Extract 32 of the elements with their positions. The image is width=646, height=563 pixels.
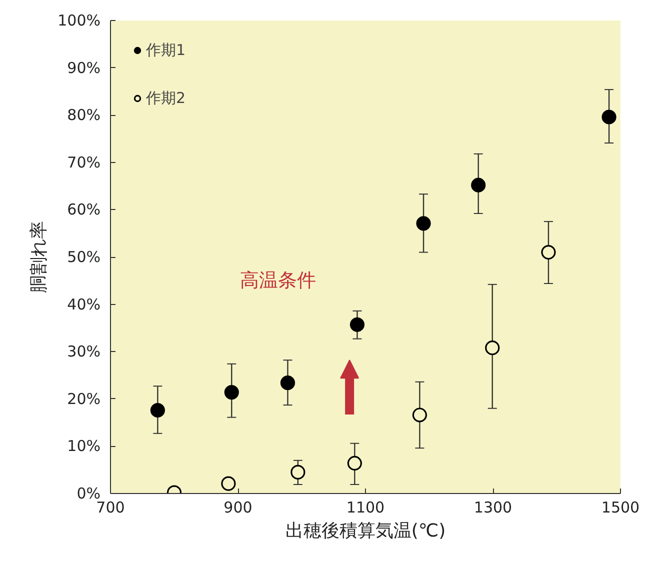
point <box>471 178 486 192</box>
point <box>350 317 365 332</box>
point <box>602 110 616 124</box>
y-tick-label: 30% <box>67 342 101 361</box>
y-tick-label: 70% <box>67 153 101 172</box>
y-axis-title: 胴割れ率 <box>28 221 50 293</box>
annotation: 高温条件 <box>240 270 316 292</box>
y-tick-label: 100% <box>58 12 101 30</box>
y-tick-label: 20% <box>67 390 101 408</box>
y-tick-label: 50% <box>67 248 101 266</box>
x-tick-label: 1100 <box>346 498 385 516</box>
y-tick-label: 80% <box>67 106 101 124</box>
x-tick-label: 1300 <box>474 498 512 516</box>
y-tick-label: 40% <box>67 295 101 314</box>
point <box>412 408 427 422</box>
point <box>280 376 296 390</box>
point <box>224 384 239 400</box>
x-axis-title: 出穂後積算気温(℃) <box>285 520 446 542</box>
point <box>290 464 306 480</box>
point <box>150 402 165 418</box>
point <box>416 216 431 231</box>
y-tick-label: 10% <box>67 437 101 456</box>
legend-label: 作期2 <box>146 88 186 108</box>
x-tick-label: 1500 <box>601 498 640 516</box>
point <box>347 456 362 471</box>
legend-label: 作期1 <box>146 40 186 60</box>
y-tick-label: 60% <box>67 200 101 219</box>
point <box>541 244 556 260</box>
point <box>485 340 500 356</box>
x-tick-label: 900 <box>224 498 252 516</box>
point <box>221 476 236 491</box>
y-tick-label: 90% <box>67 58 101 77</box>
